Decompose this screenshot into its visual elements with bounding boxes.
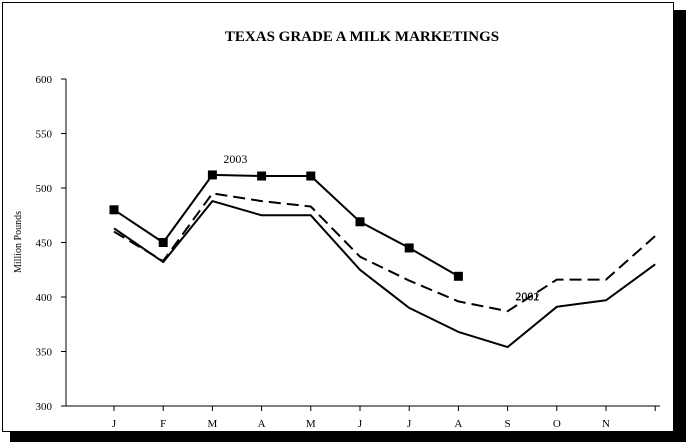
y-axis-label: Million Pounds <box>13 211 24 273</box>
series-label-2003: 2003 <box>223 152 247 166</box>
x-tick-label: S <box>505 418 511 430</box>
series-line-2001 <box>113 200 656 349</box>
x-tick-label: M <box>208 418 218 430</box>
series-line-2002 <box>113 192 656 313</box>
y-axis-ticks: 300 350 400 450 500 550 600 <box>36 74 66 413</box>
series-line-2003 <box>113 173 459 278</box>
series-label-2002: 2002 <box>515 289 539 303</box>
x-tick-label: J <box>358 418 363 430</box>
y-tick-label: 550 <box>36 129 53 141</box>
data-point-2003 <box>207 170 217 180</box>
data-point-2003 <box>158 238 168 247</box>
y-tick-label: 350 <box>36 347 53 359</box>
data-point-2003 <box>257 171 267 181</box>
chart-frame <box>2 2 674 432</box>
data-point-2003 <box>355 217 365 227</box>
x-tick-label: A <box>258 418 266 430</box>
x-tick-label: J <box>112 418 117 430</box>
data-point-2003 <box>404 243 414 253</box>
y-tick-label: 400 <box>36 292 53 304</box>
x-tick-label: J <box>407 418 412 430</box>
y-tick-label: 600 <box>36 74 53 86</box>
x-tick-label: N <box>602 418 610 430</box>
series-lines <box>113 173 656 349</box>
y-tick-label: 450 <box>36 238 53 250</box>
x-tick-label: M <box>306 418 316 430</box>
data-point-2003 <box>109 205 119 215</box>
x-tick-label: O <box>553 418 561 430</box>
chart-title: TEXAS GRADE A MILK MARKETINGS <box>225 29 499 45</box>
x-tick-label: F <box>160 418 166 430</box>
y-tick-label: 300 <box>36 401 53 413</box>
x-tick-label: A <box>454 418 462 430</box>
data-point-2003 <box>453 271 463 281</box>
series-label-2001: 2001 <box>515 289 539 303</box>
y-tick-label: 500 <box>36 183 53 195</box>
data-point-2003 <box>306 171 316 181</box>
series-markers <box>109 170 463 281</box>
